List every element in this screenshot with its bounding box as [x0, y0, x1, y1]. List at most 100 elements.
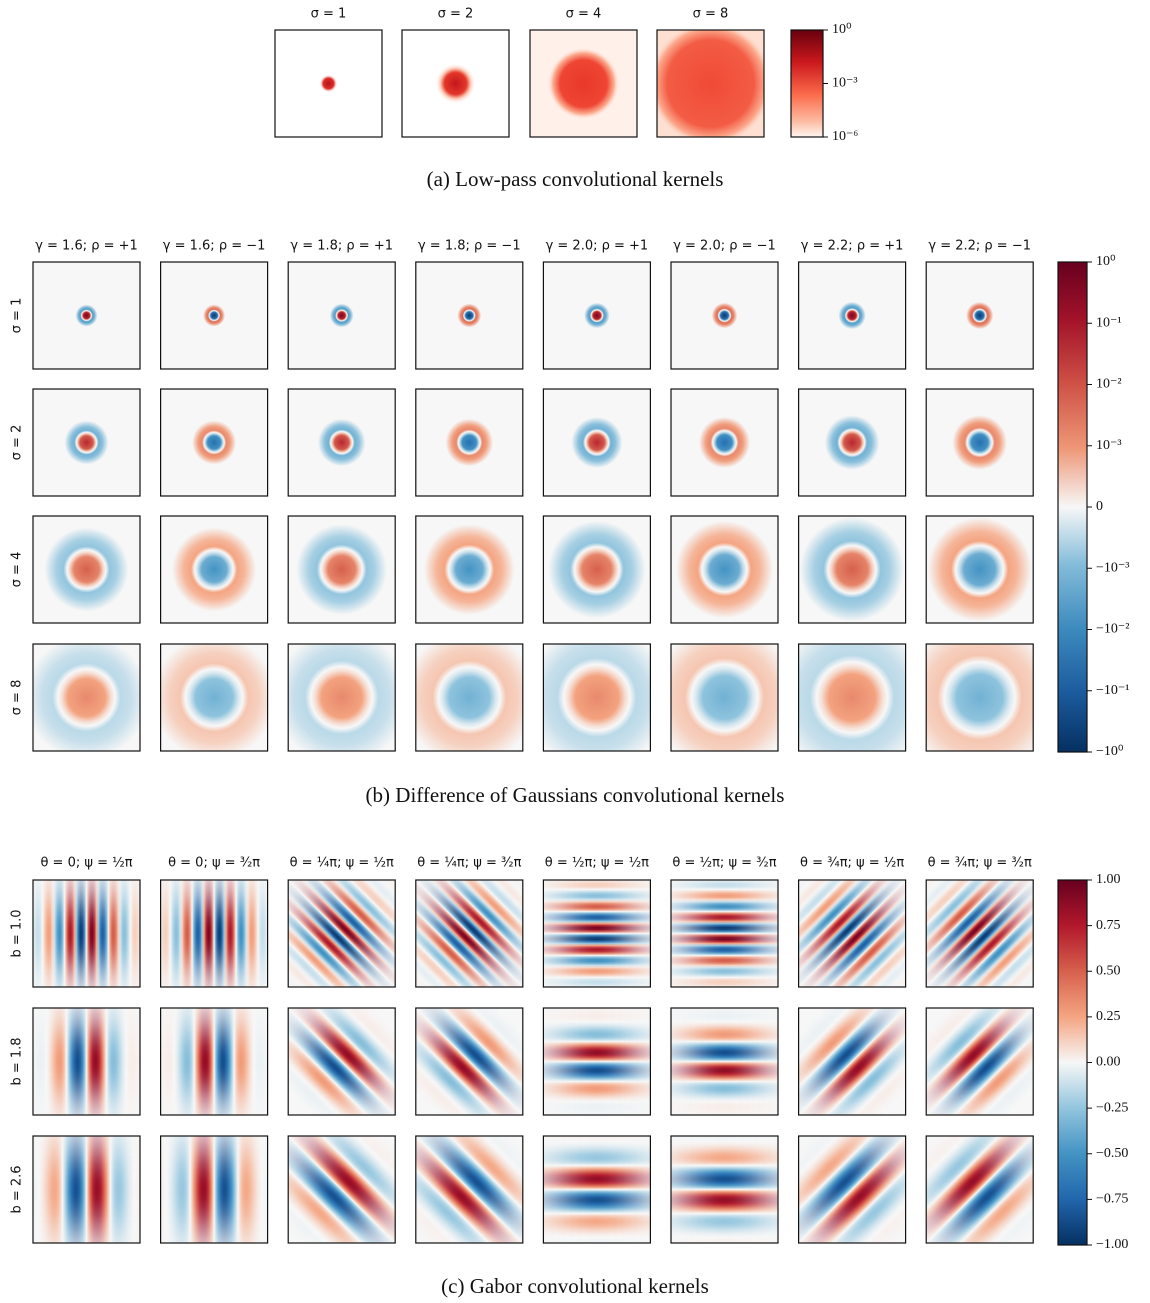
kernel-image: [415, 644, 523, 751]
kernel: [288, 262, 396, 369]
kernel-image: [288, 880, 396, 987]
kernel-frame: [415, 261, 524, 370]
kernel-image: [543, 1008, 651, 1115]
column-label: σ = 8: [693, 7, 729, 22]
colorbar-label: −0.75: [1096, 1192, 1128, 1207]
kernel: [415, 880, 523, 987]
kernel: [160, 1008, 268, 1115]
kernel-frame: [415, 515, 524, 624]
kernel-image: [445, 418, 494, 467]
colorbar-label: −10⁻²: [1096, 622, 1129, 637]
kernel-image: [33, 880, 140, 987]
kernel: [288, 880, 396, 987]
kernel-frame: [925, 388, 1034, 497]
kernel: [926, 516, 1034, 623]
kernel: [671, 516, 778, 623]
kernel-frame: [797, 643, 907, 752]
kernel-frame: [415, 1007, 524, 1116]
kernel-image: [543, 880, 651, 987]
kernel-image: [192, 420, 237, 465]
kernel-frame: [32, 879, 141, 988]
kernel-image: [33, 1136, 140, 1243]
kernel: [671, 1008, 778, 1115]
kernel-image: [926, 1008, 1034, 1115]
kernel-frame: [32, 1007, 141, 1116]
kernel-image: [824, 415, 880, 470]
column-label: σ = 4: [566, 7, 602, 22]
kernel-frame: [542, 1007, 652, 1116]
column-label: γ = 1.6; ρ = −1: [163, 239, 266, 254]
column-label: γ = 1.8; ρ = +1: [290, 239, 393, 254]
kernel: [926, 262, 1034, 369]
kernel: [415, 644, 523, 751]
kernel: [33, 389, 140, 496]
kernel-image: [838, 301, 866, 330]
colorbar-label: −10⁰: [1096, 744, 1124, 759]
kernel: [33, 516, 140, 623]
colorbar: [1058, 880, 1087, 1245]
kernel-image: [296, 524, 388, 615]
kernel: [275, 30, 382, 137]
caption: (a) Low-pass convolutional kernels: [427, 167, 724, 191]
kernel-frame: [32, 515, 141, 624]
kernel: [798, 516, 906, 623]
kernel-frame: [670, 879, 779, 988]
kernel-frame: [160, 1135, 269, 1244]
kernel-image: [457, 303, 482, 328]
kernel-image: [671, 1008, 778, 1115]
kernel-image: [435, 63, 476, 104]
row-label: b = 2.6: [10, 1165, 25, 1213]
kernel-image: [329, 303, 354, 328]
kernel-frame: [160, 515, 269, 624]
kernel: [415, 1008, 523, 1115]
row-label: σ = 2: [10, 425, 25, 461]
kernel-frame: [797, 879, 907, 988]
kernel-image: [75, 304, 98, 327]
kernel: [543, 1136, 651, 1243]
kernel: [288, 516, 396, 623]
kernel: [160, 880, 268, 987]
kernel-image: [288, 644, 396, 751]
kernel-image: [798, 1136, 906, 1243]
kernel-frame: [797, 261, 907, 370]
kernel: [543, 1008, 651, 1115]
kernel-frame: [415, 879, 524, 988]
kernel: [798, 880, 906, 987]
column-label: θ = ¾π; ψ = ½π: [800, 856, 904, 871]
kernel-image: [671, 1136, 778, 1243]
kernel-image: [415, 880, 523, 987]
colorbar-label: 10⁰: [832, 22, 852, 37]
column-label: γ = 1.6; ρ = +1: [35, 239, 138, 254]
kernel: [926, 389, 1034, 496]
kernel-frame: [542, 643, 652, 752]
kernel: [543, 262, 651, 369]
kernel-frame: [287, 643, 396, 752]
kernel-image: [926, 644, 1034, 751]
kernel-image: [800, 517, 905, 622]
kernel: [926, 1008, 1034, 1115]
colorbar-label: 10⁻⁶: [832, 129, 858, 144]
kernel-image: [698, 416, 751, 469]
column-label: σ = 1: [311, 7, 347, 22]
colorbar-label: −0.50: [1096, 1146, 1128, 1161]
kernel-frame: [670, 388, 779, 497]
colorbar-label: −10⁻¹: [1096, 683, 1129, 698]
kernel: [671, 644, 778, 751]
kernel-image: [160, 644, 268, 751]
kernel: [798, 1008, 906, 1115]
colorbar-label: 10⁻³: [1096, 438, 1122, 453]
kernel-frame: [797, 1135, 907, 1244]
colorbar-label: 10⁻³: [832, 76, 858, 91]
kernel: [798, 644, 906, 751]
kernel-image: [160, 1008, 268, 1115]
column-label: θ = ¾π; ψ = ³⁄₂π: [928, 856, 1032, 871]
row-label: b = 1.8: [10, 1037, 25, 1085]
kernel-frame: [797, 388, 907, 497]
kernel-image: [798, 1008, 906, 1115]
kernel-image: [33, 1008, 140, 1115]
kernel-frame: [797, 1007, 907, 1116]
colorbar-label: 0.00: [1096, 1055, 1121, 1070]
kernel: [160, 516, 268, 623]
kernel-image: [798, 644, 906, 751]
